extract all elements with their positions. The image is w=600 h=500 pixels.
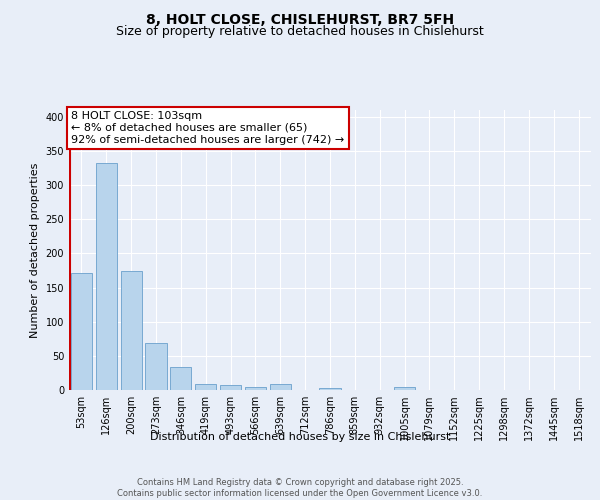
Bar bbox=[121, 271, 142, 390]
Bar bbox=[220, 384, 241, 390]
Bar bbox=[170, 368, 191, 390]
Text: 8, HOLT CLOSE, CHISLEHURST, BR7 5FH: 8, HOLT CLOSE, CHISLEHURST, BR7 5FH bbox=[146, 12, 454, 26]
Bar bbox=[245, 386, 266, 390]
Bar bbox=[270, 384, 291, 390]
Bar bbox=[195, 384, 216, 390]
Text: 8 HOLT CLOSE: 103sqm
← 8% of detached houses are smaller (65)
92% of semi-detach: 8 HOLT CLOSE: 103sqm ← 8% of detached ho… bbox=[71, 112, 344, 144]
Y-axis label: Number of detached properties: Number of detached properties bbox=[30, 162, 40, 338]
Bar bbox=[71, 272, 92, 390]
Bar bbox=[96, 164, 117, 390]
Text: Contains HM Land Registry data © Crown copyright and database right 2025.
Contai: Contains HM Land Registry data © Crown c… bbox=[118, 478, 482, 498]
Bar bbox=[319, 388, 341, 390]
Bar bbox=[145, 343, 167, 390]
Text: Size of property relative to detached houses in Chislehurst: Size of property relative to detached ho… bbox=[116, 25, 484, 38]
Text: Distribution of detached houses by size in Chislehurst: Distribution of detached houses by size … bbox=[150, 432, 450, 442]
Bar bbox=[394, 386, 415, 390]
